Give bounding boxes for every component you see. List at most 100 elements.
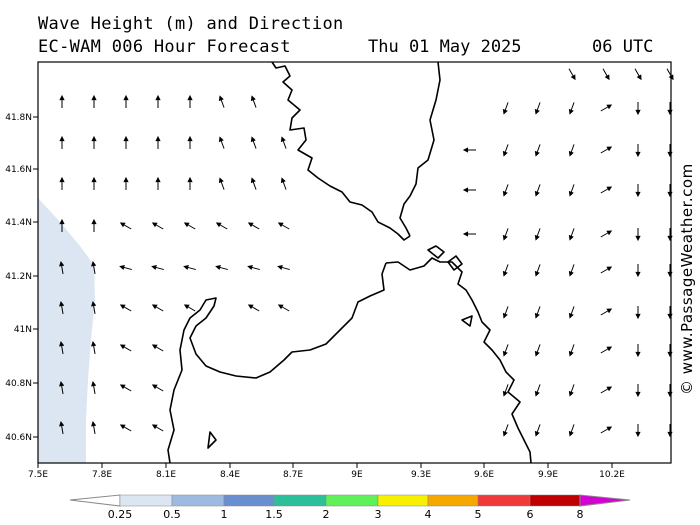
- colorbar-label: 1.5: [265, 508, 283, 521]
- coastline: [167, 61, 532, 464]
- direction-arrow: [187, 135, 193, 149]
- direction-arrow: [59, 94, 65, 108]
- direction-arrow: [568, 424, 575, 437]
- y-tick-label: 41.6N: [5, 165, 32, 175]
- colorbar-segment: [273, 494, 327, 507]
- x-tick-label: 10.2E: [599, 470, 625, 480]
- direction-arrow: [119, 424, 132, 432]
- x-tick-label: 7.8E: [92, 470, 112, 480]
- direction-arrow: [218, 136, 225, 149]
- direction-arrow: [667, 102, 673, 116]
- direction-arrow: [151, 424, 164, 432]
- direction-arrow: [119, 384, 132, 392]
- direction-arrow: [277, 264, 290, 271]
- direction-arrow: [123, 176, 129, 190]
- direction-arrow: [59, 218, 65, 232]
- direction-arrow: [667, 184, 673, 198]
- direction-arrow: [183, 222, 196, 230]
- direction-arrow: [91, 301, 97, 314]
- direction-arrow: [59, 341, 65, 354]
- direction-arrow: [666, 68, 674, 81]
- direction-arrow: [462, 187, 476, 193]
- direction-arrow: [634, 68, 642, 81]
- direction-arrow: [502, 424, 509, 437]
- direction-arrow: [91, 176, 97, 190]
- forecast-date: Thu 01 May 2025: [368, 37, 522, 57]
- direction-arrow: [119, 222, 132, 230]
- direction-arrow: [91, 94, 97, 108]
- direction-arrow: [600, 346, 613, 354]
- x-tick-label: 9.6E: [474, 470, 494, 480]
- direction-arrow: [277, 304, 290, 312]
- direction-arrow: [91, 218, 97, 232]
- direction-arrow: [534, 264, 541, 277]
- axis-ticks: [33, 116, 613, 468]
- direction-arrow: [187, 176, 193, 190]
- colorbar-segment: [171, 494, 225, 507]
- direction-arrow: [91, 341, 97, 354]
- direction-arrows: [59, 68, 674, 438]
- direction-arrow: [59, 421, 65, 434]
- x-tick-label: 9.9E: [538, 470, 558, 480]
- y-axis-labels: 41.8N 41.6N 41.4N 41.2N 41N 40.8N 40.6N: [5, 113, 32, 443]
- direction-arrow: [502, 228, 509, 241]
- x-tick-label: 7.5E: [28, 470, 48, 480]
- direction-arrow: [187, 94, 193, 108]
- direction-arrow: [600, 426, 613, 434]
- direction-arrow: [600, 104, 613, 112]
- direction-arrow: [91, 135, 97, 149]
- direction-arrow: [502, 102, 509, 115]
- colorbar: [69, 494, 631, 507]
- direction-arrow: [91, 261, 97, 274]
- direction-arrow: [667, 384, 673, 398]
- direction-arrow: [59, 176, 65, 190]
- direction-arrow: [215, 222, 228, 230]
- direction-arrow: [600, 186, 613, 194]
- y-tick-label: 41N: [14, 325, 32, 335]
- direction-arrow: [635, 228, 641, 242]
- direction-arrow: [462, 231, 476, 237]
- direction-arrow: [534, 344, 541, 357]
- x-tick-label: 8.7E: [283, 470, 303, 480]
- direction-arrow: [635, 184, 641, 198]
- direction-arrow: [568, 184, 575, 197]
- direction-arrow: [119, 264, 132, 271]
- model-label: EC-WAM 006 Hour Forecast: [38, 37, 291, 57]
- colorbar-segment: [477, 494, 531, 507]
- direction-arrow: [534, 144, 541, 157]
- colorbar-label: 3: [374, 508, 382, 521]
- map-title: Wave Height (m) and Direction: [38, 14, 344, 34]
- direction-arrow: [568, 68, 576, 81]
- direction-arrow: [635, 384, 641, 398]
- direction-arrow: [247, 264, 260, 271]
- direction-arrow: [502, 144, 509, 157]
- direction-arrow: [667, 344, 673, 358]
- y-tick-label: 41.4N: [5, 218, 32, 228]
- y-tick-label: 41.8N: [5, 113, 32, 123]
- colorbar-segment: [325, 494, 379, 507]
- direction-arrow: [635, 264, 641, 278]
- direction-arrow: [462, 147, 476, 153]
- direction-arrow: [568, 384, 575, 397]
- direction-arrow: [568, 264, 575, 277]
- direction-arrow: [502, 306, 509, 319]
- colorbar-label: 5: [474, 508, 482, 521]
- direction-arrow: [534, 384, 541, 397]
- colorbar-label: 4: [424, 508, 432, 521]
- direction-arrow: [119, 344, 132, 352]
- direction-arrow: [151, 264, 164, 271]
- direction-arrow: [59, 301, 65, 314]
- direction-arrow: [183, 264, 196, 271]
- colorbar-label: 2: [322, 508, 330, 521]
- direction-arrow: [280, 136, 287, 149]
- direction-arrow: [667, 306, 673, 320]
- wave-height-shading: [38, 198, 95, 463]
- y-tick-label: 40.6N: [5, 433, 32, 443]
- direction-arrow: [250, 136, 257, 149]
- colorbar-segment: [119, 494, 173, 507]
- direction-arrow: [250, 95, 257, 108]
- x-axis-labels: 7.5E 7.8E 8.1E 8.4E 8.7E 9E 9.3E 9.6E 9.9E 10.2E: [28, 470, 625, 480]
- x-tick-label: 9E: [351, 470, 363, 480]
- direction-arrow: [534, 184, 541, 197]
